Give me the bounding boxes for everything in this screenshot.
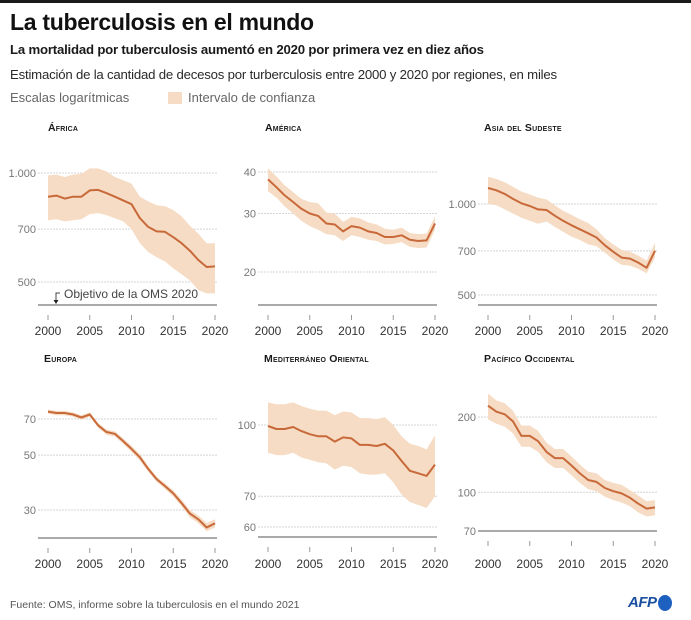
panel-5-xtick-label: 2010 bbox=[558, 557, 585, 571]
panel-0-confidence-band bbox=[48, 168, 215, 294]
legend-label-confidence: Intervalo de confianza bbox=[188, 90, 316, 105]
panel-0-series-line bbox=[47, 188, 216, 268]
panel-2-xtick-label: 2000 bbox=[475, 324, 502, 338]
panel-2-xtick-label: 2020 bbox=[642, 324, 669, 338]
panel-4-xtick-label: 2010 bbox=[338, 557, 365, 571]
panel-1-xtick-label: 2015 bbox=[380, 324, 407, 338]
panel-5-ytick-label: 70 bbox=[464, 526, 476, 538]
scale-note: Escalas logarítmicas bbox=[10, 90, 130, 105]
panel-1-confidence-band bbox=[268, 168, 435, 249]
chart-title: La tuberculosis en el mundo bbox=[10, 9, 314, 35]
panel-4-ytick-label: 70 bbox=[244, 491, 256, 503]
panel-3-xtick-label: 2010 bbox=[118, 557, 145, 571]
panel-1-xtick-label: 2000 bbox=[255, 324, 282, 338]
panel-0-annotation-arrow bbox=[53, 300, 59, 304]
panel-5-xtick-label: 2005 bbox=[516, 557, 543, 571]
panel-title-asia-sudeste: Asia del Sudeste bbox=[484, 122, 562, 134]
afp-logo: AFP bbox=[628, 594, 672, 611]
top-rule bbox=[0, 0, 691, 3]
panel-5-ytick-label: 100 bbox=[458, 487, 476, 499]
panel-0-xtick-label: 2020 bbox=[202, 324, 229, 338]
panel-4-ytick-label: 60 bbox=[244, 522, 256, 534]
panel-0-ytick-label: 500 bbox=[18, 277, 36, 289]
panel-2-ytick-label: 500 bbox=[458, 290, 476, 302]
panel-5-xtick-label: 2015 bbox=[600, 557, 627, 571]
panel-5-ytick-label: 200 bbox=[458, 412, 476, 424]
panel-title-europa: Europa bbox=[44, 353, 77, 365]
panel-5-confidence-band bbox=[488, 393, 655, 517]
panel-4-series-line bbox=[267, 425, 436, 477]
panel-0-xtick-label: 2015 bbox=[160, 324, 187, 338]
panel-1-ytick-label: 20 bbox=[244, 267, 256, 279]
panel-3-ytick-label: 30 bbox=[24, 505, 36, 517]
source-note: Fuente: OMS, informe sobre la tuberculos… bbox=[10, 599, 300, 611]
panel-3-ytick-label: 70 bbox=[24, 414, 36, 426]
panel-0-xtick-label: 2000 bbox=[35, 324, 62, 338]
panel-2-series-line bbox=[487, 187, 656, 269]
panel-4-confidence-band bbox=[268, 402, 435, 508]
panel-2-xtick-label: 2015 bbox=[600, 324, 627, 338]
panel-0-ytick-label: 1.000 bbox=[8, 168, 36, 180]
panel-title-pacifico: Pacífico Occidental bbox=[484, 353, 575, 365]
panel-5-xtick-label: 2000 bbox=[475, 557, 502, 571]
panel-1-ytick-label: 30 bbox=[244, 209, 256, 221]
panel-3-xtick-label: 2015 bbox=[160, 557, 187, 571]
panel-5-series-line bbox=[487, 404, 656, 510]
legend-swatch-confidence bbox=[168, 91, 182, 104]
panel-0-ytick-label: 700 bbox=[18, 224, 36, 236]
chart-description: Estimación de la cantidad de decesos por… bbox=[10, 67, 557, 82]
panel-title-america: América bbox=[265, 122, 302, 134]
panel-3-xtick-label: 2000 bbox=[35, 557, 62, 571]
panel-2-ytick-label: 700 bbox=[458, 246, 476, 258]
panel-2-ytick-label: 1.000 bbox=[448, 199, 476, 211]
panel-0-xtick-label: 2010 bbox=[118, 324, 145, 338]
panel-3-xtick-label: 2020 bbox=[202, 557, 229, 571]
panel-2-xtick-label: 2010 bbox=[558, 324, 585, 338]
panel-1-ytick-label: 40 bbox=[244, 167, 256, 179]
panel-3-xtick-label: 2005 bbox=[76, 557, 103, 571]
panel-4-xtick-label: 2005 bbox=[296, 557, 323, 571]
panel-0-annotation-label: Objetivo de la OMS 2020 bbox=[64, 287, 198, 301]
panel-1-series-line bbox=[267, 178, 436, 242]
legend: Intervalo de confianza bbox=[168, 90, 315, 105]
panel-3-ytick-label: 50 bbox=[24, 450, 36, 462]
panel-5-xtick-label: 2020 bbox=[642, 557, 669, 571]
panel-0-xtick-label: 2005 bbox=[76, 324, 103, 338]
panel-4-xtick-label: 2015 bbox=[380, 557, 407, 571]
panel-0-annotation-bracket bbox=[55, 292, 60, 302]
panel-title-africa: África bbox=[48, 122, 79, 134]
panel-title-mediterraneo: Mediterráneo Oriental bbox=[264, 353, 369, 365]
panel-3-series-line bbox=[47, 410, 216, 529]
panel-4-xtick-label: 2000 bbox=[255, 557, 282, 571]
panel-2-xtick-label: 2005 bbox=[516, 324, 543, 338]
panel-1-xtick-label: 2005 bbox=[296, 324, 323, 338]
panel-4-xtick-label: 2020 bbox=[422, 557, 449, 571]
panel-4-ytick-label: 100 bbox=[238, 420, 256, 432]
afp-logo-dot bbox=[657, 594, 672, 611]
chart-subtitle: La mortalidad por tuberculosis aumentó e… bbox=[10, 42, 484, 57]
panel-1-xtick-label: 2020 bbox=[422, 324, 449, 338]
afp-logo-text: AFP bbox=[628, 594, 657, 611]
panel-1-xtick-label: 2010 bbox=[338, 324, 365, 338]
